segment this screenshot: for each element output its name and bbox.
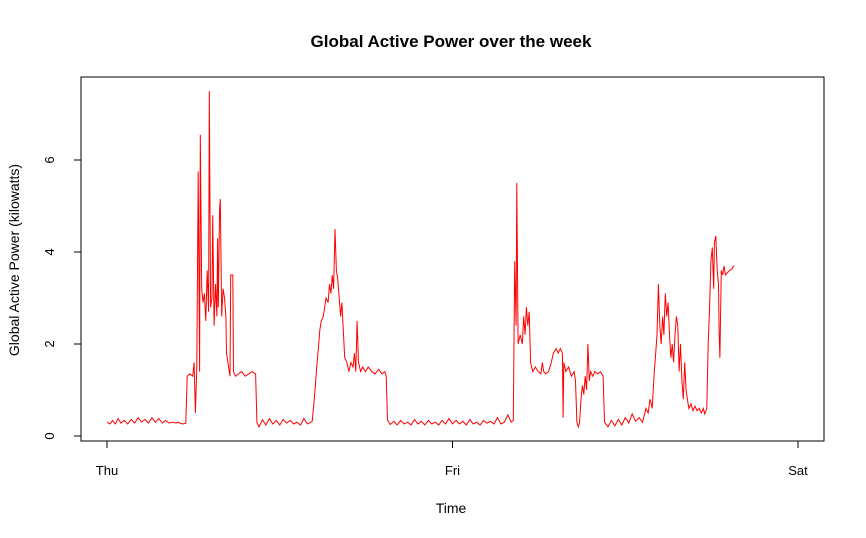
series-line <box>106 90 735 429</box>
x-axis-label: Time <box>436 500 467 516</box>
x-tick-label: Fri <box>445 463 460 478</box>
y-tick-label: 4 <box>42 248 57 255</box>
x-tick-label: Sat <box>788 463 808 478</box>
x-tick-label: Thu <box>96 463 118 478</box>
chart-title: Global Active Power over the week <box>311 32 592 51</box>
y-tick-label: 2 <box>42 340 57 347</box>
y-tick-label: 6 <box>42 156 57 163</box>
y-tick-label: 0 <box>42 432 57 439</box>
y-axis: 0 2 4 6 <box>42 156 82 440</box>
x-axis: Thu Fri Sat <box>96 440 808 478</box>
y-axis-label: Global Active Power (kilowatts) <box>6 164 22 356</box>
